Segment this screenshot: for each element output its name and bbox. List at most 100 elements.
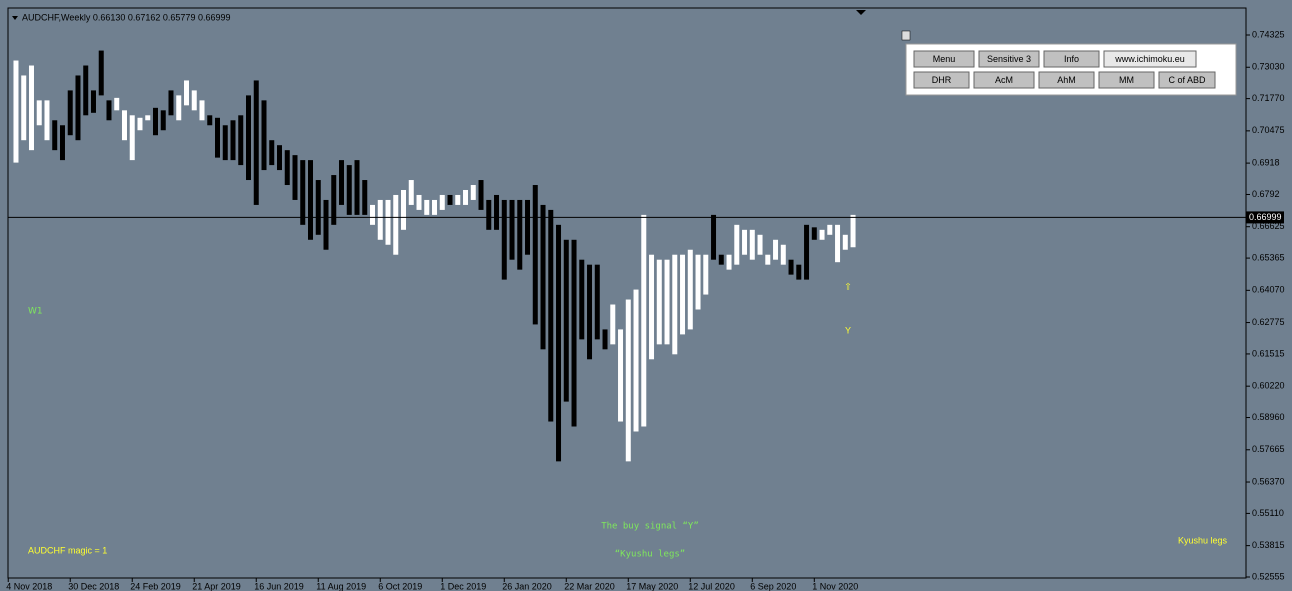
- price-bar: [563, 239, 569, 402]
- price-bar: [207, 115, 213, 126]
- x-tick-label: 1 Dec 2019: [440, 581, 486, 591]
- panel-button-label: www.ichimoku.eu: [1114, 54, 1185, 64]
- panel-button[interactable]: [1043, 50, 1100, 68]
- panel-button-label: C of ABD: [1168, 75, 1206, 85]
- price-bar: [765, 254, 771, 265]
- y-tick-label: 0.71770: [1252, 93, 1285, 103]
- panel-button[interactable]: [1103, 50, 1197, 68]
- price-bar: [416, 194, 422, 210]
- price-bar: [75, 75, 81, 141]
- y-tick-label: 0.55110: [1252, 508, 1284, 518]
- panel-button[interactable]: [913, 71, 970, 89]
- plot-layer: 0.74325 0.73030 0.71770 0.70475 0.6918 0.6792…: [6, 29, 1284, 591]
- price-bar: [517, 199, 523, 270]
- price-bar: [587, 264, 593, 360]
- price-bar: [152, 107, 158, 136]
- price-bar: [726, 254, 732, 270]
- price-bar: [548, 209, 554, 422]
- panel-button[interactable]: [973, 71, 1035, 89]
- price-bar: [672, 254, 678, 355]
- price-bar: [98, 50, 104, 96]
- chart-title: AUDCHF,Weekly 0.66130 0.67162 0.65779 0.…: [22, 12, 230, 22]
- y-tick-label: 0.73030: [1252, 62, 1285, 72]
- y-tick-label: 0.52555: [1252, 571, 1285, 581]
- plot-frame: [7, 7, 1247, 579]
- price-bar: [827, 224, 833, 235]
- price-bar: [501, 199, 507, 280]
- panel-button[interactable]: [1098, 71, 1155, 89]
- price-bar: [315, 180, 321, 235]
- panel-button[interactable]: [913, 50, 975, 68]
- price-bar: [52, 120, 58, 151]
- price-bar: [509, 199, 515, 260]
- price-bar: [618, 329, 624, 422]
- price-bar: [292, 155, 298, 200]
- price-bar: [238, 115, 244, 166]
- y-tick-label: 0.65365: [1252, 252, 1285, 262]
- y-tick-label: 0.57665: [1252, 444, 1285, 454]
- y-tick-label: 0.70475: [1252, 125, 1285, 135]
- price-bar: [594, 264, 600, 340]
- price-bar: [385, 199, 391, 245]
- price-bar: [145, 115, 151, 121]
- price-bar: [556, 224, 562, 462]
- price-bar: [106, 100, 112, 121]
- panel-button[interactable]: [1038, 71, 1095, 89]
- panel-button[interactable]: [978, 50, 1040, 68]
- price-bar: [432, 199, 438, 215]
- price-bar: [129, 115, 135, 161]
- price-bar: [300, 160, 306, 225]
- price-bar: [796, 264, 802, 280]
- x-tick-label: 26 Jan 2020: [502, 581, 552, 591]
- price-bar: [269, 140, 275, 166]
- price-bar: [633, 289, 639, 432]
- panel-button-label: MM: [1119, 75, 1134, 85]
- price-bar: [28, 65, 34, 151]
- price-bar: [641, 214, 647, 427]
- timeframe: W1: [28, 307, 43, 317]
- price-bar: [525, 199, 531, 255]
- y-tick-label: 0.62775: [1252, 317, 1285, 327]
- x-tick-label: 12 Jul 2020: [688, 581, 735, 591]
- price-bar: [59, 125, 65, 161]
- price-bar: [191, 90, 197, 111]
- price-bar: [408, 180, 414, 205]
- y-tick-label: 0.60220: [1252, 381, 1285, 391]
- price-bar: [571, 239, 577, 427]
- price-bar: [439, 194, 445, 210]
- price-bar: [734, 224, 740, 265]
- panel-toggle[interactable]: [901, 30, 911, 41]
- price-bar: [160, 110, 166, 131]
- price-bar: [323, 199, 329, 250]
- price-bar: [835, 224, 841, 263]
- price-bar: [36, 100, 42, 126]
- signal: Y: [845, 325, 851, 335]
- caption-line: The buy signal “Y”: [601, 522, 699, 532]
- last-price-box: [1246, 211, 1284, 224]
- y-tick-label: 0.58960: [1252, 412, 1285, 422]
- price-bar: [602, 329, 608, 350]
- x-tick-label: 21 Apr 2019: [192, 581, 241, 591]
- panel-button[interactable]: [1158, 71, 1216, 89]
- price-bar: [277, 145, 283, 171]
- price-bar: [811, 227, 817, 240]
- price-bar: [494, 194, 500, 230]
- price-bar: [695, 254, 701, 310]
- price-bar: [703, 254, 709, 295]
- price-bar: [222, 125, 228, 161]
- last-price-label: 0.66999: [1249, 212, 1282, 222]
- price-bar: [90, 90, 96, 113]
- price-bar: [21, 75, 27, 141]
- price-bar: [680, 254, 686, 335]
- price-bar: [137, 117, 143, 131]
- price-bar: [67, 90, 73, 136]
- price-bar: [463, 189, 469, 205]
- y-tick-label: 0.61515: [1252, 348, 1285, 358]
- panel-button-label: Menu: [933, 54, 956, 64]
- price-bar: [230, 120, 236, 161]
- price-bar: [176, 95, 182, 121]
- price-bar: [773, 239, 779, 260]
- price-bar: [447, 194, 453, 205]
- price-bar: [749, 229, 755, 260]
- price-bar: [850, 214, 856, 248]
